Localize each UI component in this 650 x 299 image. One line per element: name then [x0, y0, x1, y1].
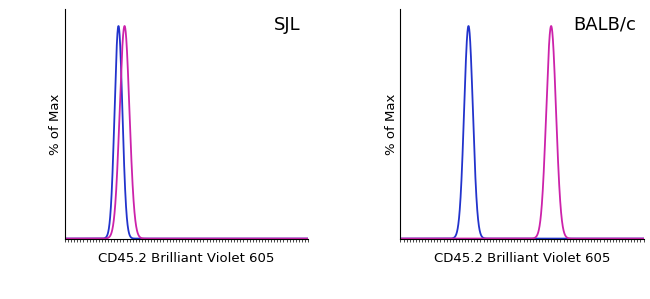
X-axis label: CD45.2 Brilliant Violet 605: CD45.2 Brilliant Violet 605	[434, 252, 610, 265]
Y-axis label: % of Max: % of Max	[385, 93, 398, 155]
Text: BALB/c: BALB/c	[573, 16, 636, 34]
X-axis label: CD45.2 Brilliant Violet 605: CD45.2 Brilliant Violet 605	[98, 252, 275, 265]
Y-axis label: % of Max: % of Max	[49, 93, 62, 155]
Text: SJL: SJL	[274, 16, 301, 34]
